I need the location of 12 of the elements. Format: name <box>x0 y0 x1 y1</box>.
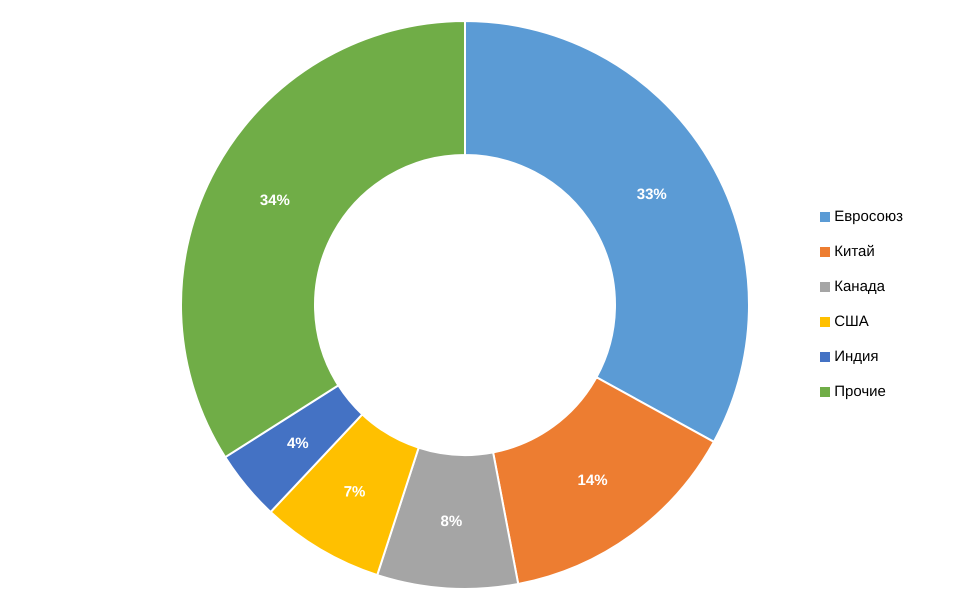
data-label: 14% <box>578 472 608 490</box>
data-label: 34% <box>260 192 290 209</box>
legend-label: США <box>834 312 869 330</box>
legend-label: Канада <box>834 278 886 294</box>
legend-label: Индия <box>834 348 879 364</box>
legend-label: Евросоюз <box>834 208 903 224</box>
legend-label: Китай <box>834 242 875 260</box>
data-label: 7% <box>344 483 366 500</box>
data-label: 33% <box>636 186 667 204</box>
legend-label: Прочие <box>834 382 886 400</box>
data-label: 8% <box>440 513 462 530</box>
data-label: 4% <box>286 434 309 452</box>
